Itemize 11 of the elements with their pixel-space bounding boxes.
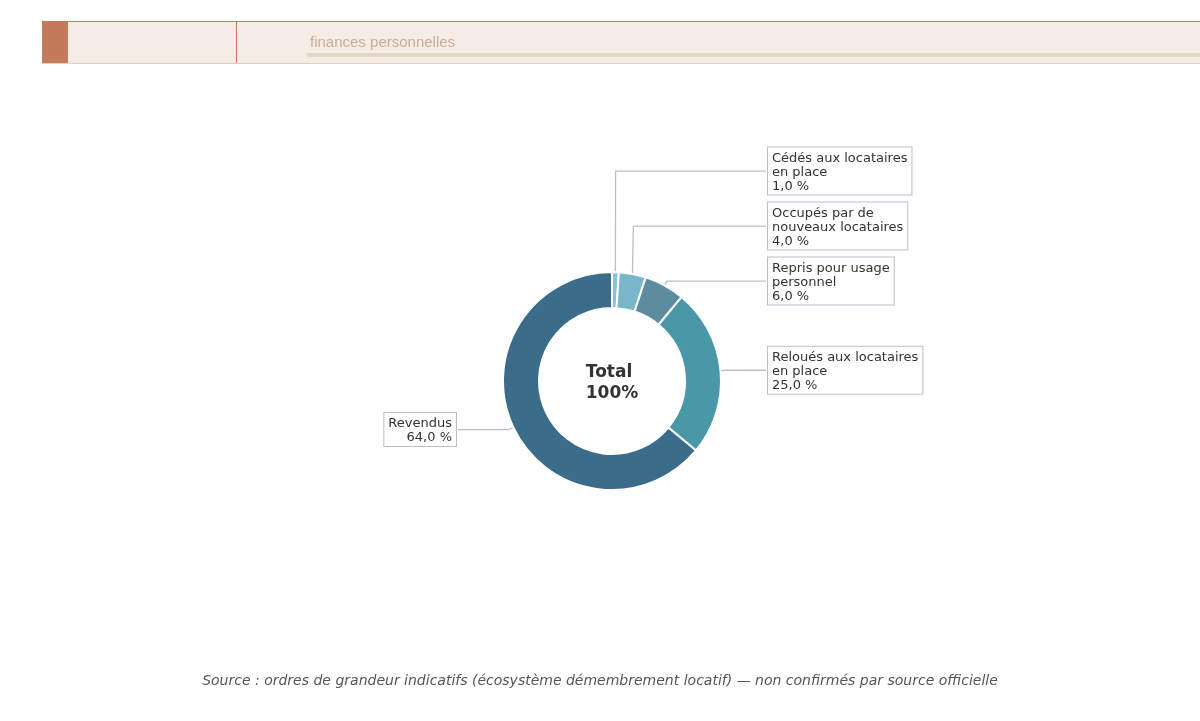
slice-label: Occupés par de nouveaux locataires xyxy=(772,204,904,234)
slice-label: Repris pour usage personnel xyxy=(772,259,890,289)
source-note: Source : ordres de grandeur indicatifs (écosystème démembrement locatif) — non confirmés par source officielle xyxy=(202,672,998,688)
data-label: 6,0 % xyxy=(772,287,810,303)
chart-subtitle: finances personnelles xyxy=(310,33,456,51)
slice-label: Cédés aux locataires en place xyxy=(772,149,908,179)
slice-label: Reloués aux locataires en place xyxy=(772,348,919,378)
slice-label: Revendus xyxy=(388,415,453,431)
text: Total 100% xyxy=(585,360,639,402)
data-label: 64,0 % xyxy=(406,429,452,445)
data-label: 4,0 % xyxy=(772,232,810,248)
